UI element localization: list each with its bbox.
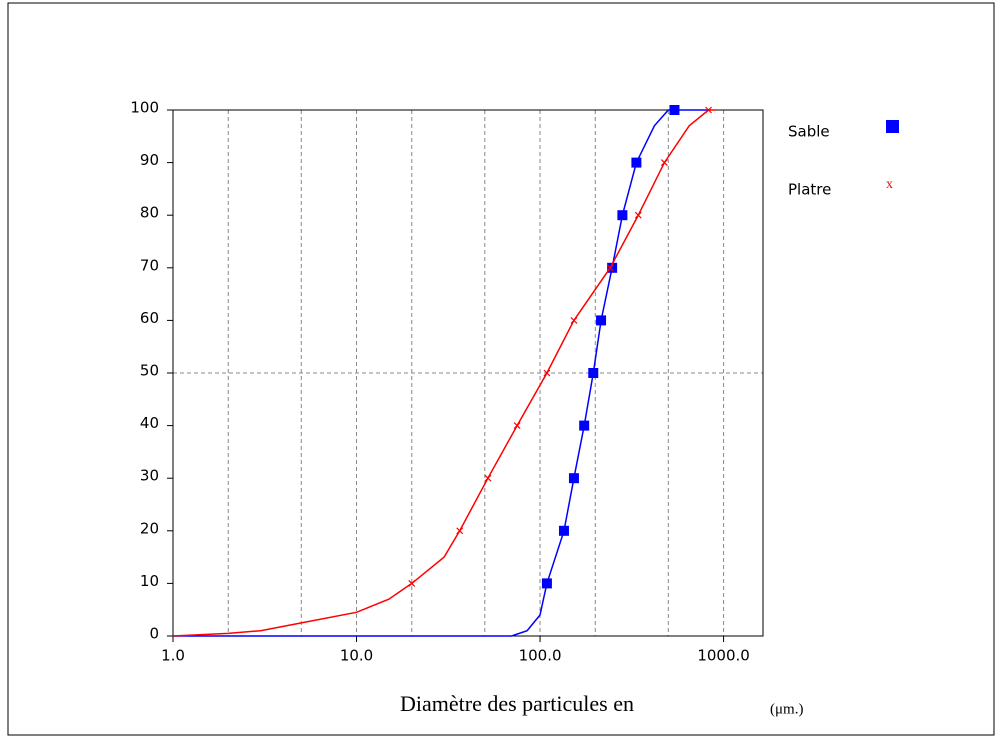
marker [570, 316, 578, 324]
legend-marker: x [886, 177, 893, 192]
marker [541, 578, 552, 589]
legend-label: Platre [788, 181, 831, 199]
x-tick-label: 10.0 [340, 647, 373, 665]
y-tick-label: 50 [140, 362, 159, 380]
y-tick-label: 60 [140, 309, 159, 327]
y-tick-label: 20 [140, 519, 159, 537]
y-tick-label: 100 [130, 99, 159, 117]
marker [579, 420, 590, 431]
marker [596, 315, 607, 326]
marker [705, 106, 712, 114]
y-tick-label: 0 [149, 625, 159, 643]
marker [568, 473, 579, 484]
marker [617, 210, 628, 221]
x-tick-label: 100.0 [519, 647, 562, 665]
marker [669, 105, 680, 115]
marker [558, 525, 569, 536]
y-tick-label: 80 [140, 204, 159, 222]
x-axis-label: Diamètre des particules en [400, 691, 634, 716]
marker [513, 422, 521, 430]
marker [456, 527, 464, 535]
x-tick-label: 1000.0 [697, 647, 750, 665]
legend-label: Sable [788, 123, 830, 141]
y-tick-label: 30 [140, 467, 159, 485]
legend-marker [886, 120, 899, 133]
marker [588, 368, 599, 378]
frame [7, 2, 995, 736]
marker [631, 157, 642, 168]
marker [484, 474, 492, 482]
marker [607, 262, 618, 273]
marker [408, 579, 416, 587]
y-tick-label: 90 [140, 151, 159, 169]
x-axis-unit: (μm.) [770, 701, 803, 717]
y-tick-label: 70 [140, 256, 159, 274]
marker [543, 369, 551, 377]
x-tick-label: 1.0 [161, 647, 185, 665]
marker [660, 159, 668, 167]
y-tick-label: 40 [140, 414, 159, 432]
y-tick-label: 10 [140, 572, 159, 590]
curve [172, 109, 716, 637]
marker [606, 264, 614, 272]
marker [634, 211, 642, 219]
